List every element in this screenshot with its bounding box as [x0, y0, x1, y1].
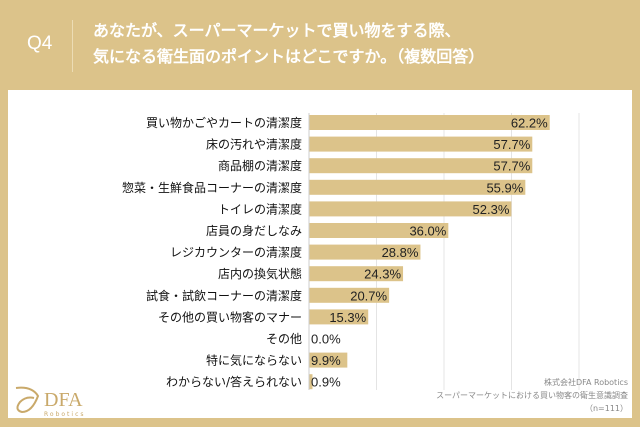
category-label: 試食・試飲コーナーの清潔度	[146, 288, 302, 303]
value-label: 20.7%	[350, 288, 387, 303]
category-label: 床の汚れや清潔度	[206, 137, 302, 152]
title-line-2: 気になる衛生面のポイントはどこですか。（複数回答）	[93, 47, 485, 66]
value-label: 0.9%	[311, 375, 341, 390]
category-label: 買い物かごやカートの清潔度	[146, 115, 302, 130]
bar	[309, 158, 533, 174]
title-line-1: あなたが、スーパーマーケットで買い物をする際、	[93, 21, 461, 40]
source-note: 株式会社DFA Robotics スーパーマーケットにおける買い物客の衛生意識調…	[436, 376, 628, 415]
svg-text:Robotics: Robotics	[44, 411, 86, 418]
value-label: 36.0%	[409, 224, 446, 239]
value-label: 52.3%	[473, 202, 510, 217]
value-label: 15.3%	[329, 310, 366, 325]
divider	[72, 20, 73, 72]
bar	[309, 179, 526, 195]
category-label: 店員の身だしなみ	[206, 223, 302, 238]
chart-panel: 買い物かごやカートの清潔度 62.2% 床の汚れや清潔度 57.7% 商品棚の清潔度 57…	[8, 90, 632, 418]
bar	[309, 266, 404, 282]
source-sample: （n=111）	[584, 404, 628, 413]
category-label: 特に気にならない	[206, 353, 302, 368]
category-label: 店内の換気状態	[218, 266, 302, 281]
value-label: 62.2%	[511, 116, 548, 131]
category-label: その他の買い物客のマナー	[158, 309, 302, 324]
source-company: 株式会社DFA Robotics	[543, 378, 628, 387]
bar	[309, 223, 449, 238]
question-number: Q4	[27, 33, 53, 54]
category-label: 惣菜・生鮮食品コーナーの清潔度	[122, 180, 302, 195]
category-label: トイレの清潔度	[218, 201, 302, 216]
value-label: 9.9%	[311, 353, 341, 368]
dfa-logo: DFA Robotics	[15, 386, 86, 418]
question-title: あなたが、スーパーマーケットで買い物をする際、 気になる衛生面のポイントはどこで…	[93, 18, 484, 70]
value-label: 28.8%	[382, 245, 419, 260]
value-label: 0.0%	[311, 332, 341, 347]
value-label: 57.7%	[493, 137, 530, 152]
bar	[309, 201, 512, 217]
bar	[309, 136, 533, 152]
category-label: 商品棚の清潔度	[218, 158, 302, 173]
value-label: 55.9%	[486, 180, 523, 195]
category-label: レジカウンターの清潔度	[170, 245, 302, 260]
category-label: その他	[266, 332, 302, 346]
bar	[309, 309, 369, 325]
bar-chart: 買い物かごやカートの清潔度 62.2% 床の汚れや清潔度 57.7% 商品棚の清潔度 57…	[122, 113, 580, 390]
svg-text:DFA: DFA	[44, 389, 83, 411]
source-survey: スーパーマーケットにおける買い物客の衛生意識調査	[436, 391, 628, 400]
value-label: 57.7%	[493, 159, 530, 174]
category-label: わからない/答えられない	[166, 374, 302, 389]
bar	[309, 352, 348, 368]
bar	[309, 115, 550, 130]
bar	[309, 244, 421, 260]
bar	[309, 287, 390, 303]
value-label: 24.3%	[364, 267, 401, 282]
bar	[309, 374, 313, 390]
